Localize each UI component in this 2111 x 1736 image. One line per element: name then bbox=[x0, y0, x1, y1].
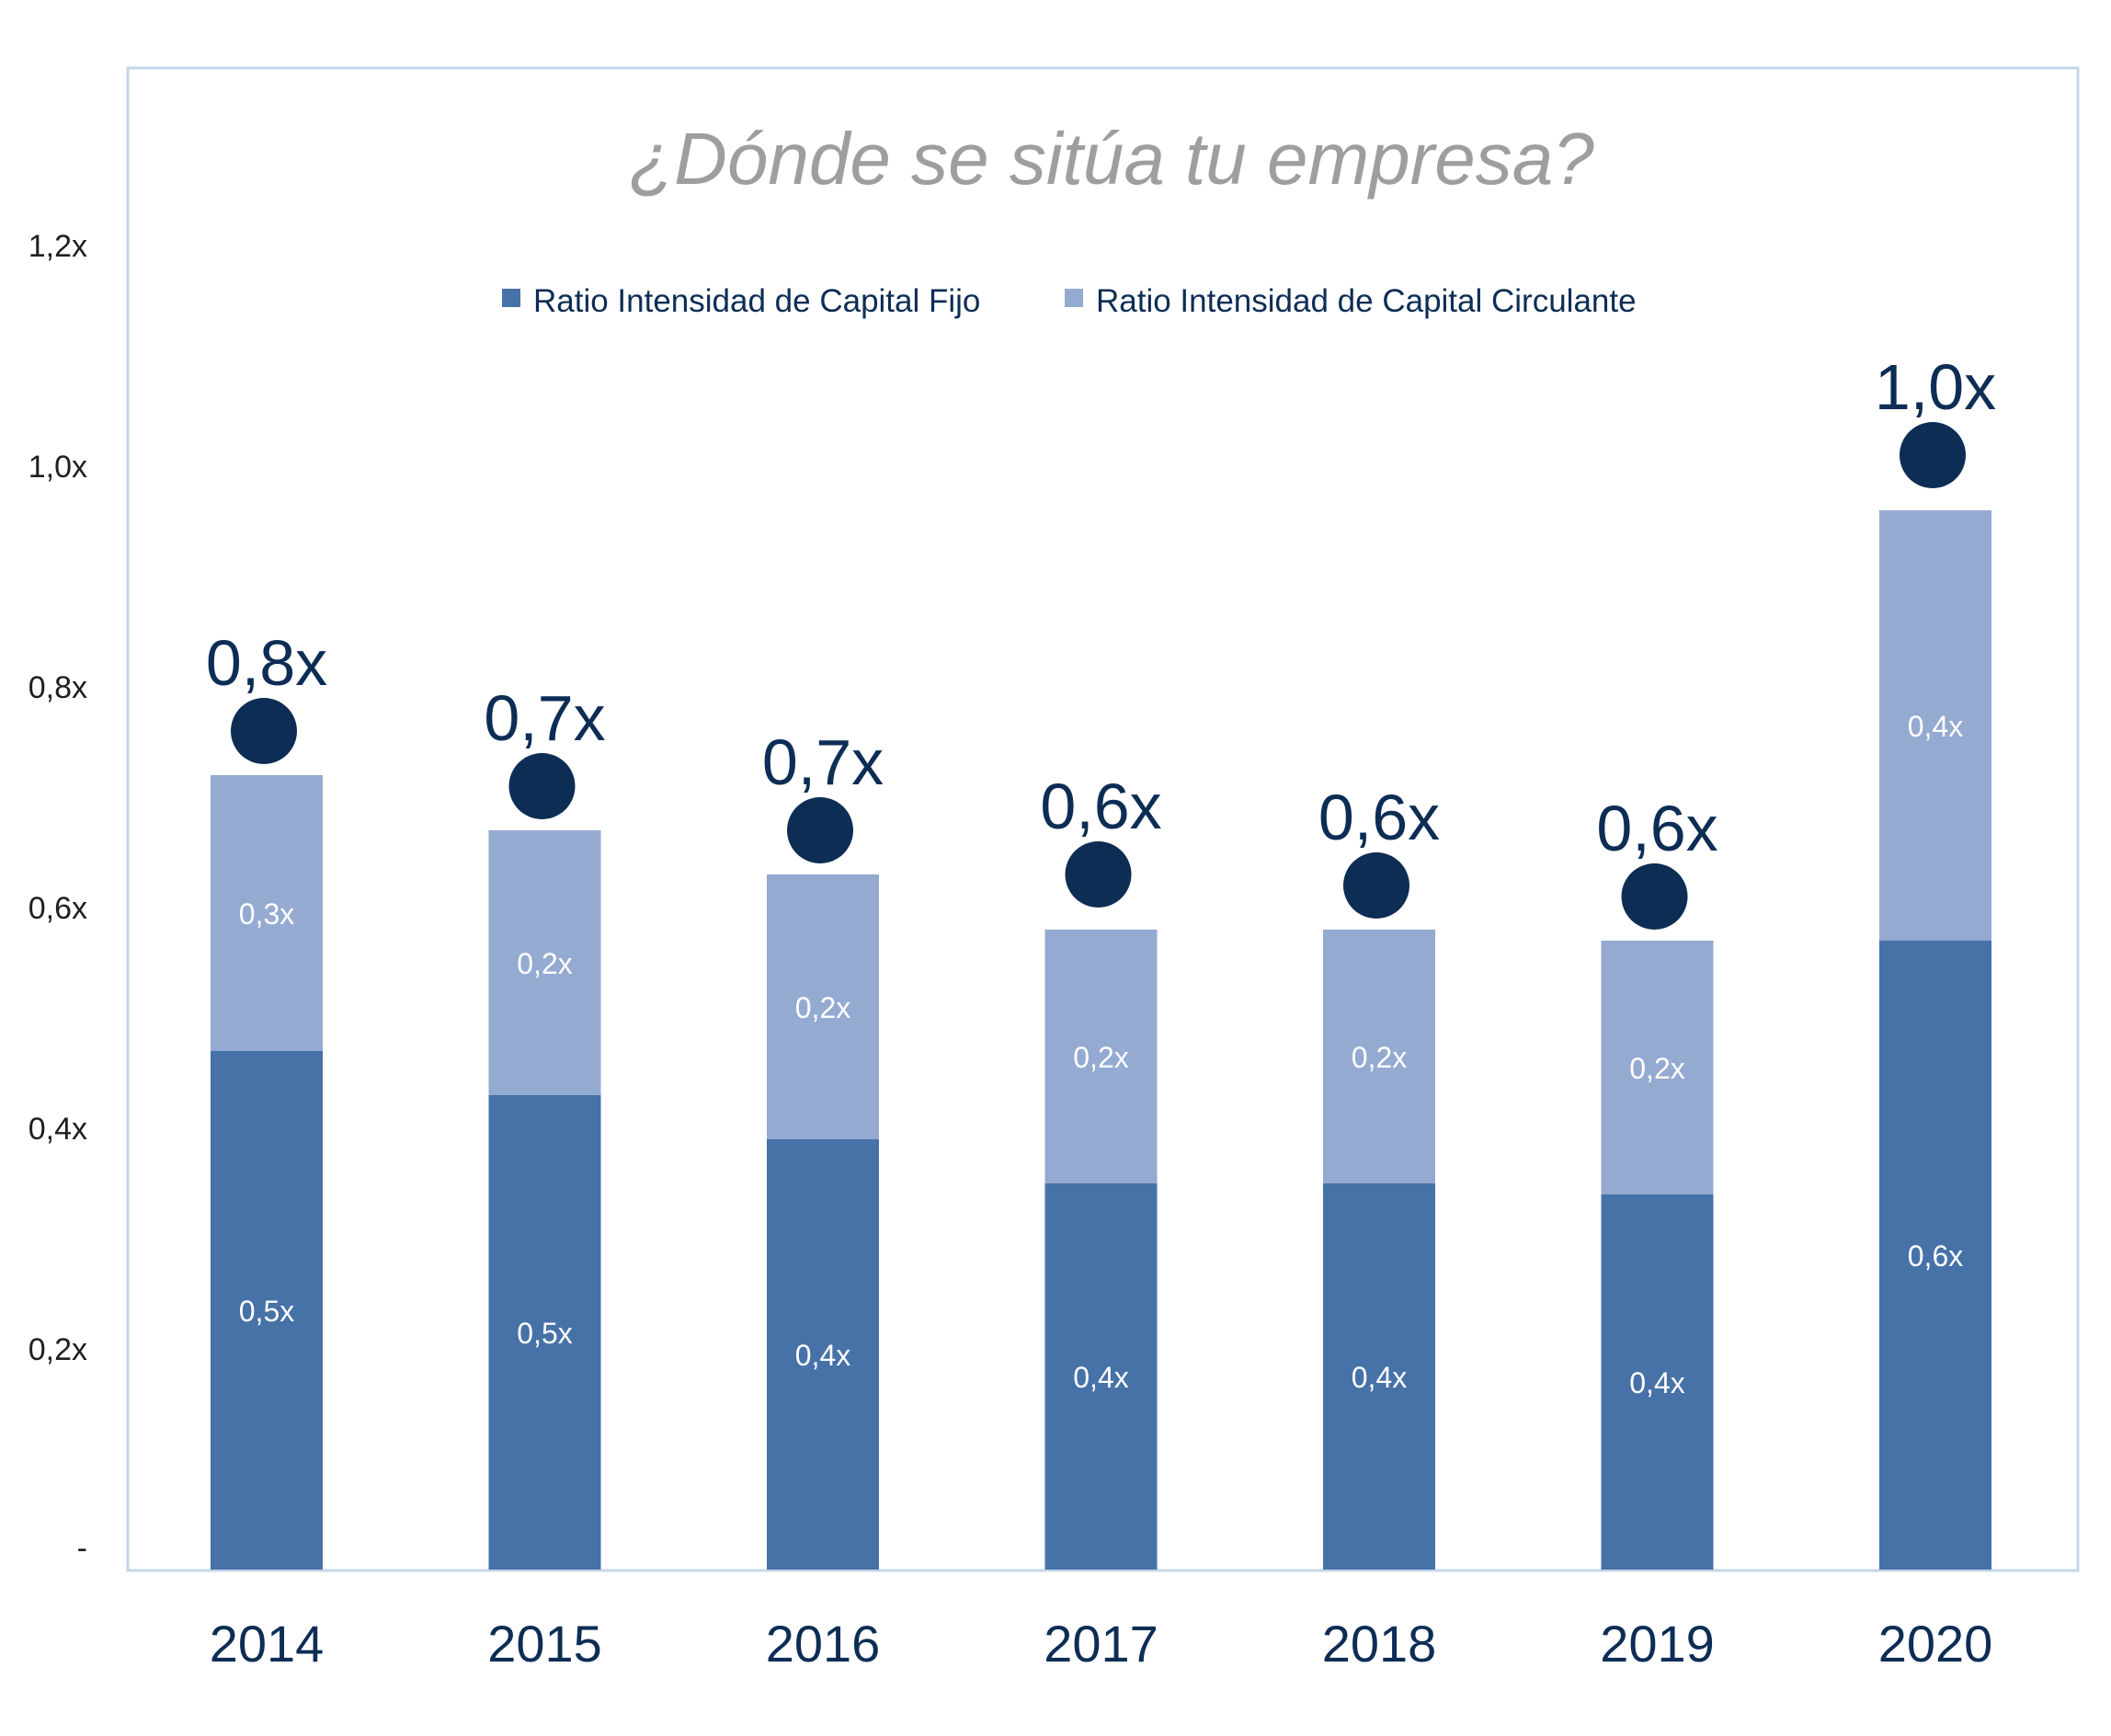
total-marker bbox=[1621, 863, 1688, 930]
y-tick-label: 0,6x bbox=[29, 891, 87, 926]
y-tick-label: 1,0x bbox=[29, 450, 87, 485]
data-label: 0,2x bbox=[795, 991, 850, 1024]
total-label: 0,7x bbox=[484, 682, 605, 754]
bar-segment-circulante bbox=[1323, 930, 1435, 1183]
total-marker bbox=[231, 698, 297, 764]
total-marker bbox=[508, 753, 576, 819]
plot-frame bbox=[126, 66, 2080, 1572]
data-label: 0,2x bbox=[1629, 1052, 1684, 1085]
bars-group: 0,5x 0,3x 0,8x 0,5x 0,2x 0,7x 0,4x 0,2x 0,7x 0,4x… bbox=[206, 351, 1996, 1570]
x-axis: 2014 2015 2016 2017 2018 2019 2020 bbox=[210, 1615, 1993, 1673]
bar-segment-circulante bbox=[1601, 941, 1714, 1194]
total-label: 0,8x bbox=[206, 627, 327, 699]
chart-title: ¿Dónde se sitúa tu empresa? bbox=[629, 118, 1594, 200]
data-label: 0,2x bbox=[1073, 1041, 1128, 1074]
data-label: 0,5x bbox=[239, 1295, 294, 1328]
legend: Ratio Intensidad de Capital Fijo Ratio In… bbox=[502, 283, 1637, 319]
bar-segment-fijo bbox=[1323, 1183, 1435, 1570]
y-tick-label: 0,4x bbox=[29, 1112, 87, 1147]
total-marker bbox=[1900, 422, 1966, 488]
y-axis: - 0,2x 0,4x 0,6x 0,8x 1,0x 1,2x bbox=[29, 229, 87, 1566]
data-label: 0,4x bbox=[1629, 1366, 1684, 1399]
bar-segment-fijo bbox=[1879, 941, 1991, 1570]
bar-segment-circulante bbox=[211, 775, 323, 1051]
total-marker bbox=[1343, 852, 1409, 919]
total-label: 1,0x bbox=[1875, 351, 1996, 423]
x-tick-label: 2015 bbox=[487, 1615, 602, 1673]
bar-segment-circulante bbox=[488, 830, 601, 1095]
y-tick-label: 0,2x bbox=[29, 1332, 87, 1367]
y-tick-label: 1,2x bbox=[29, 229, 87, 264]
x-tick-label: 2017 bbox=[1044, 1615, 1158, 1673]
data-label: 0,2x bbox=[1352, 1041, 1407, 1074]
bar-segment-fijo bbox=[488, 1095, 601, 1570]
total-label: 0,6x bbox=[1318, 782, 1440, 853]
data-label: 0,5x bbox=[517, 1317, 572, 1350]
total-label: 0,6x bbox=[1596, 793, 1717, 864]
data-label: 0,6x bbox=[1908, 1239, 1963, 1273]
bar-segment-fijo bbox=[1044, 1183, 1158, 1570]
bar-segment-fijo bbox=[1601, 1194, 1714, 1570]
total-label: 0,6x bbox=[1040, 771, 1161, 842]
data-label: 0,3x bbox=[239, 897, 294, 931]
bar-segment-fijo bbox=[767, 1139, 879, 1570]
data-label: 0,4x bbox=[1073, 1361, 1128, 1394]
data-label: 0,4x bbox=[1352, 1361, 1407, 1394]
total-marker bbox=[1065, 841, 1132, 908]
legend-swatch-fijo bbox=[502, 289, 520, 307]
data-label: 0,4x bbox=[795, 1339, 850, 1372]
bar-segment-circulante bbox=[1879, 510, 1991, 941]
bar-segment-circulante bbox=[767, 874, 879, 1139]
legend-label: Ratio Intensidad de Capital Fijo bbox=[533, 283, 980, 319]
x-tick-label: 2018 bbox=[1322, 1615, 1437, 1673]
y-tick-label: 0,8x bbox=[29, 670, 87, 705]
y-tick-label: - bbox=[77, 1531, 87, 1566]
x-tick-label: 2016 bbox=[766, 1615, 881, 1673]
data-label: 0,2x bbox=[517, 947, 572, 980]
bar-segment-circulante bbox=[1044, 930, 1158, 1183]
x-tick-label: 2014 bbox=[210, 1615, 325, 1673]
x-tick-label: 2020 bbox=[1878, 1615, 1993, 1673]
total-label: 0,7x bbox=[762, 726, 884, 798]
legend-swatch-circulante bbox=[1065, 289, 1083, 307]
total-marker bbox=[787, 797, 853, 863]
data-label: 0,4x bbox=[1908, 710, 1963, 743]
legend-label: Ratio Intensidad de Capital Circulante bbox=[1096, 283, 1637, 319]
x-tick-label: 2019 bbox=[1600, 1615, 1715, 1673]
bar-segment-fijo bbox=[211, 1051, 323, 1570]
